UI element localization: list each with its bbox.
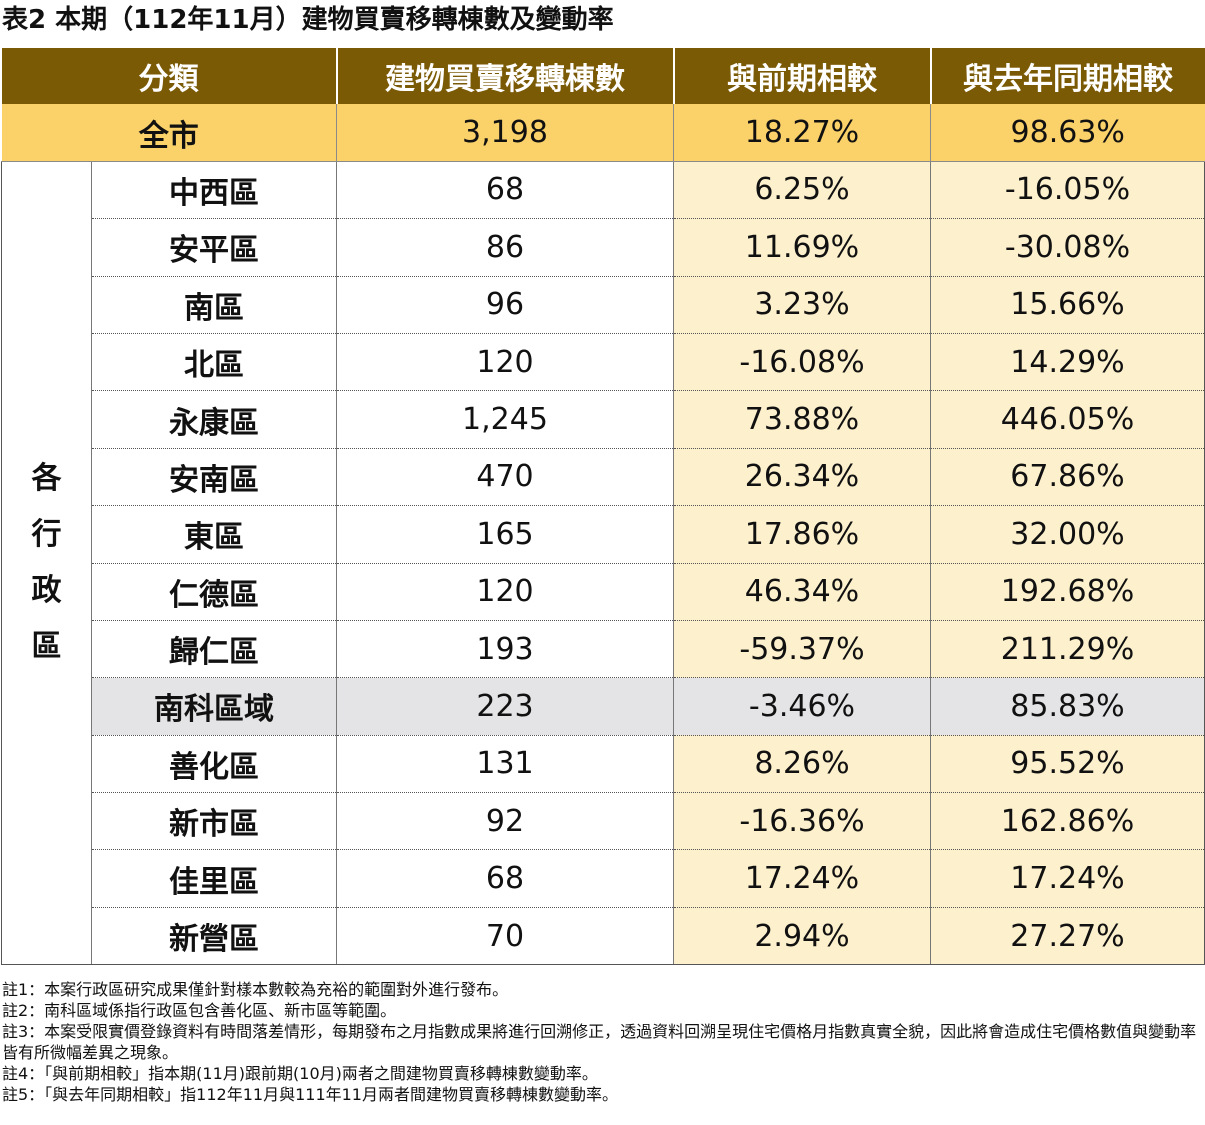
city-count: 3,198 xyxy=(336,104,674,162)
table-row: 仁德區 120 46.34% 192.68% xyxy=(2,563,1205,621)
district-name: 新營區 xyxy=(91,907,337,966)
district-yoy: 211.29% xyxy=(930,620,1205,679)
header-count: 建物買賣移轉棟數 xyxy=(336,48,675,105)
district-name: 南區 xyxy=(91,276,337,334)
table-row: 新營區 70 2.94% 27.27% xyxy=(2,907,1205,966)
district-name: 新市區 xyxy=(91,792,337,851)
district-name: 北區 xyxy=(91,333,337,392)
district-qoq: 2.94% xyxy=(673,907,931,966)
note-4: 註4：「與前期相較」指本期(11月)跟前期(10月)兩者之間建物買賣移轉棟數變動… xyxy=(2,1064,598,1083)
table-row: 新市區 92 -16.36% 162.86% xyxy=(2,792,1205,851)
table-row: 安平區 86 11.69% -30.08% xyxy=(2,218,1205,277)
district-name: 歸仁區 xyxy=(91,620,337,679)
district-name: 永康區 xyxy=(91,390,337,449)
transfer-table: 分類 建物買賣移轉棟數 與前期相較 與去年同期相較 全市 3,198 18.27… xyxy=(1,48,1205,966)
table-row: 安南區 470 26.34% 67.86% xyxy=(2,448,1205,507)
table-row: 各行政區 中西區 68 6.25% -16.05% xyxy=(1,161,1205,966)
district-qoq: 3.23% xyxy=(673,276,931,334)
district-yoy: 32.00% xyxy=(930,505,1205,564)
district-count: 68 xyxy=(336,161,674,220)
table-row: 佳里區 68 17.24% 17.24% xyxy=(2,849,1205,908)
table-row: 善化區 131 8.26% 95.52% xyxy=(2,735,1205,794)
district-rows: 各行政區 中西區 68 6.25% -16.05% 安平區 86 11.69% -30.08% 南… xyxy=(1,161,1205,966)
district-qoq: 17.24% xyxy=(673,849,931,908)
district-yoy: 15.66% xyxy=(930,276,1205,334)
table-row: 歸仁區 193 -59.37% 211.29% xyxy=(2,620,1205,679)
city-name: 全市 xyxy=(1,104,337,162)
district-qoq: -3.46% xyxy=(673,677,931,736)
district-count: 165 xyxy=(336,505,674,564)
district-count: 70 xyxy=(336,907,674,966)
district-yoy: 17.24% xyxy=(930,849,1205,908)
district-qoq: 11.69% xyxy=(673,218,931,277)
district-count: 1,245 xyxy=(336,390,674,449)
district-qoq: 26.34% xyxy=(673,448,931,507)
district-count: 68 xyxy=(336,849,674,908)
district-yoy: 192.68% xyxy=(930,563,1205,621)
district-qoq: 46.34% xyxy=(673,563,931,621)
city-qoq: 18.27% xyxy=(673,104,931,162)
district-qoq: -59.37% xyxy=(673,620,931,679)
district-count: 470 xyxy=(336,448,674,507)
table-row: 東區 165 17.86% 32.00% xyxy=(2,505,1205,564)
header-row: 分類 建物買賣移轉棟數 與前期相較 與去年同期相較 xyxy=(1,48,1205,105)
district-qoq: 73.88% xyxy=(673,390,931,449)
district-yoy: -30.08% xyxy=(930,218,1205,277)
district-name: 安平區 xyxy=(91,218,337,277)
district-yoy: 67.86% xyxy=(930,448,1205,507)
district-qoq: 8.26% xyxy=(673,735,931,794)
table-row: 南科區域 223 -3.46% 85.83% xyxy=(2,677,1205,736)
table-row: 北區 120 -16.08% 14.29% xyxy=(2,333,1205,392)
note-1: 註1：本案行政區研究成果僅針對樣本數較為充裕的範圍對外進行發布。 xyxy=(2,980,509,999)
district-name: 東區 xyxy=(91,505,337,564)
district-count: 92 xyxy=(336,792,674,851)
district-qoq: -16.36% xyxy=(673,792,931,851)
district-name: 仁德區 xyxy=(91,563,337,621)
notes: 註1：本案行政區研究成果僅針對樣本數較為充裕的範圍對外進行發布。 註2：南科區域… xyxy=(2,979,1202,1105)
district-yoy: 85.83% xyxy=(930,677,1205,736)
header-qoq: 與前期相較 xyxy=(673,48,932,105)
table-row: 永康區 1,245 73.88% 446.05% xyxy=(2,390,1205,449)
district-yoy: 14.29% xyxy=(930,333,1205,392)
district-count: 96 xyxy=(336,276,674,334)
district-count: 223 xyxy=(336,677,674,736)
header-yoy: 與去年同期相較 xyxy=(930,48,1205,105)
district-name: 佳里區 xyxy=(91,849,337,908)
district-yoy: 162.86% xyxy=(930,792,1205,851)
note-3: 註3：本案受限實價登錄資料有時間落差情形，每期發布之月指數成果將進行回溯修正，透… xyxy=(2,1022,1197,1062)
district-yoy: -16.05% xyxy=(930,161,1205,220)
district-name: 中西區 xyxy=(91,161,337,220)
district-qoq: 6.25% xyxy=(673,161,931,220)
district-count: 86 xyxy=(336,218,674,277)
district-yoy: 446.05% xyxy=(930,390,1205,449)
district-yoy: 95.52% xyxy=(930,735,1205,794)
city-total-row: 全市 3,198 18.27% 98.63% xyxy=(1,104,1205,162)
district-name: 善化區 xyxy=(91,735,337,794)
note-2: 註2：南科區域係指行政區包含善化區、新市區等範圍。 xyxy=(2,1001,397,1020)
district-name: 安南區 xyxy=(91,448,337,507)
district-count: 120 xyxy=(336,563,674,621)
district-yoy: 27.27% xyxy=(930,907,1205,966)
district-count: 120 xyxy=(336,333,674,392)
district-side-label: 各行政區 xyxy=(1,161,92,966)
note-5: 註5：「與去年同期相較」指112年11月與111年11月兩者間建物買賣移轉棟數變… xyxy=(2,1085,618,1104)
district-count: 131 xyxy=(336,735,674,794)
district-qoq: 17.86% xyxy=(673,505,931,564)
table-row: 南區 96 3.23% 15.66% xyxy=(2,276,1205,334)
district-name: 南科區域 xyxy=(91,677,337,736)
city-yoy: 98.63% xyxy=(930,104,1205,162)
district-qoq: -16.08% xyxy=(673,333,931,392)
table-title: 表2 本期（112年11月）建物買賣移轉棟數及變動率 xyxy=(2,5,614,35)
header-category: 分類 xyxy=(1,48,338,105)
district-count: 193 xyxy=(336,620,674,679)
